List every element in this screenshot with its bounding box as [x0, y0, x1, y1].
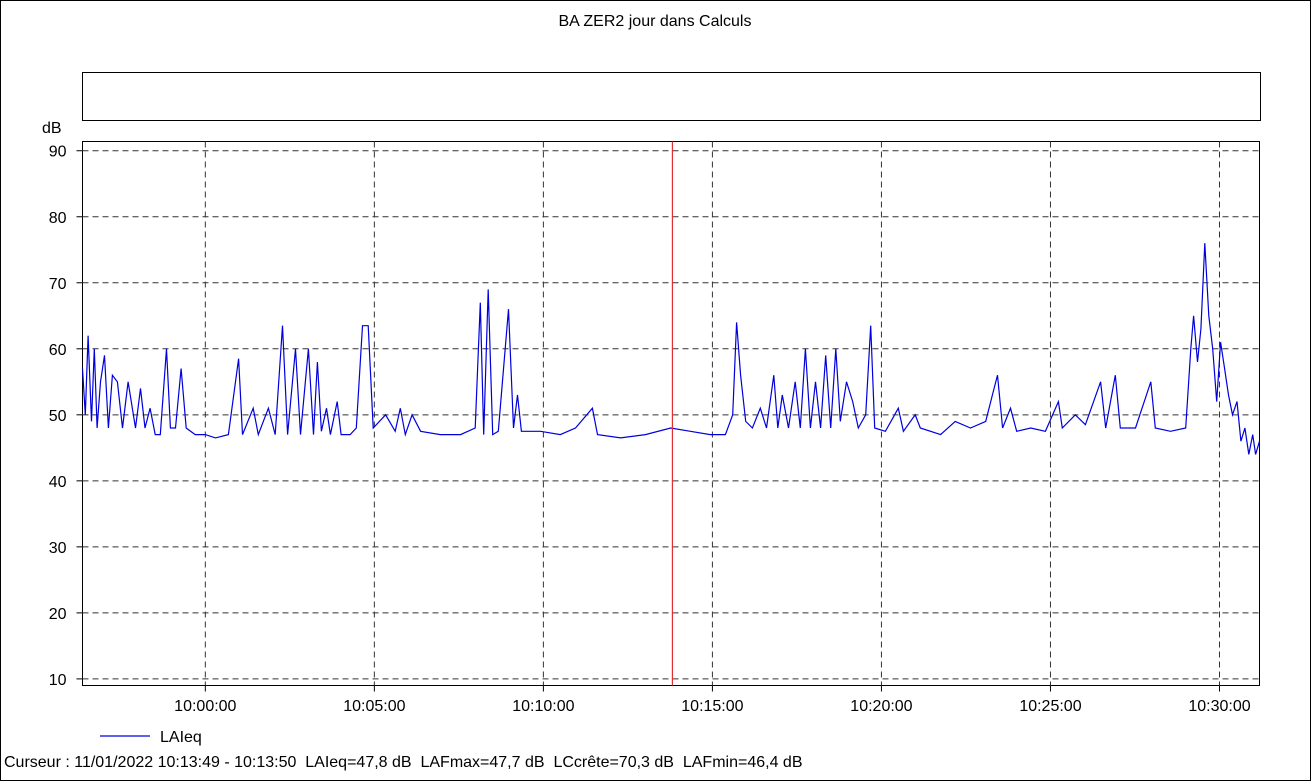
- legend-label: LAIeq: [160, 729, 202, 746]
- reading: LCcrête=70,3 dB: [553, 754, 674, 771]
- x-tick-label: 10:15:00: [681, 698, 743, 715]
- cursor-label: Curseur :: [4, 754, 70, 771]
- y-tick-label: 20: [49, 606, 67, 623]
- x-tick-label: 10:10:00: [512, 698, 574, 715]
- chart-title: BA ZER2 jour dans Calculs: [559, 13, 752, 30]
- reading: LAFmin=46,4 dB: [682, 754, 803, 771]
- y-tick-label: 30: [49, 540, 67, 557]
- y-axis-label: dB: [42, 120, 62, 137]
- series-line: [81, 243, 1261, 455]
- cursor-end: 10:13:50: [234, 754, 297, 771]
- plot-area: [82, 141, 1260, 686]
- cursor-date: 11/01/2022: [74, 754, 154, 771]
- y-tick-label: 60: [49, 342, 67, 359]
- y-tick-label: 70: [49, 276, 67, 293]
- reading: LAFmax=47,7 dB: [420, 754, 545, 771]
- x-tick-label: 10:25:00: [1019, 698, 1081, 715]
- x-tick-label: 10:00:00: [174, 698, 236, 715]
- y-tick-label: 10: [49, 672, 67, 689]
- y-tick-label: 80: [49, 210, 67, 227]
- cursor-readout: Curseur : 11/01/2022 10:13:49 - 10:13:50…: [4, 754, 803, 771]
- y-tick-label: 40: [49, 474, 67, 491]
- reading: LAIeq=47,8 dB: [305, 754, 412, 771]
- info-box: [82, 72, 1261, 121]
- x-tick-label: 10:05:00: [343, 698, 405, 715]
- x-tick-label: 10:30:00: [1188, 698, 1250, 715]
- x-tick-label: 10:20:00: [850, 698, 912, 715]
- y-tick-label: 50: [49, 408, 67, 425]
- plot: 10 20 30 40 50 60 70 80 90 10:00:00 10:05:00 10:10:…: [49, 141, 1261, 746]
- cursor-start: 10:13:49: [157, 754, 220, 771]
- y-tick-label: 90: [49, 144, 67, 161]
